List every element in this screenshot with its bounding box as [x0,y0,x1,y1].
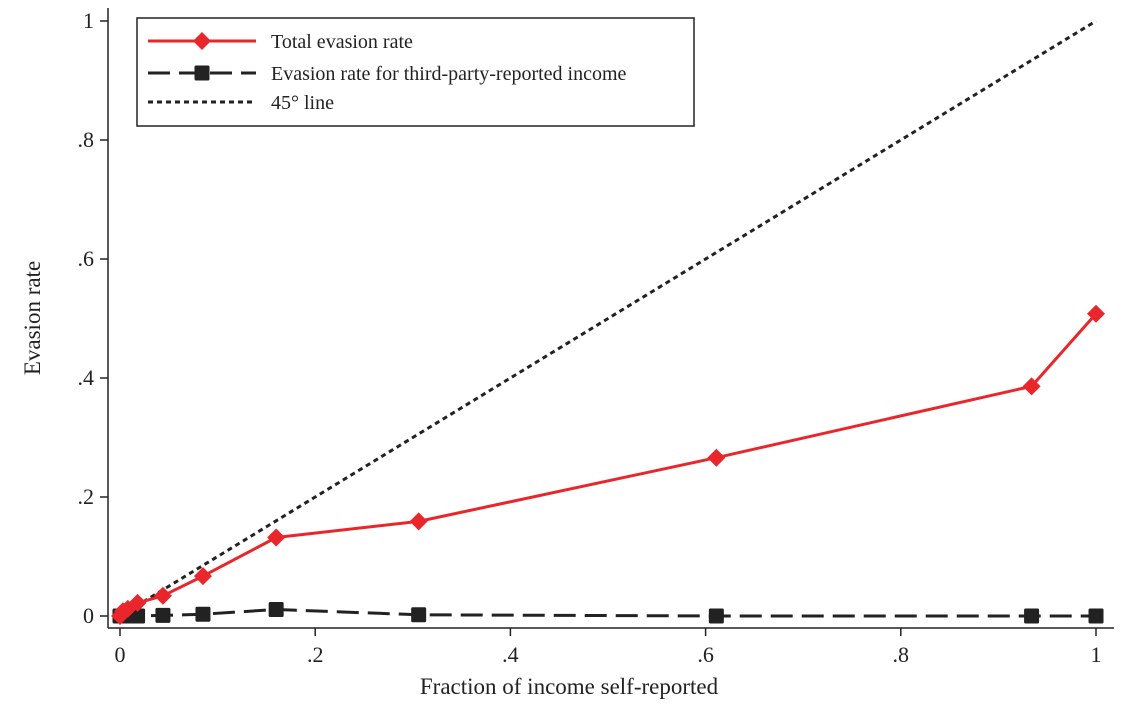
x-axis-title: Fraction of income self-reported [420,674,719,699]
data-point-diamond [707,448,726,467]
data-point-diamond [1022,377,1041,396]
x-tick-label: 1 [1091,642,1102,667]
axes: 0 .2 .4 .6 .8 1 0 .2 .4 .6 .8 1 [78,8,1114,667]
series-0 [111,304,1105,625]
data-point-square [1024,608,1040,624]
data-point-diamond [267,528,286,547]
data-point-diamond [1087,304,1105,323]
data-point-square [195,606,211,622]
y-tick-label: 0 [83,603,94,628]
data-point-square [1088,608,1104,624]
series-line [119,19,1097,618]
data-point-diamond [153,586,172,605]
series-line [118,312,1098,617]
data-point-diamond [409,512,428,531]
y-tick-label: .2 [78,484,95,509]
x-tick-label: .6 [697,642,714,667]
data-point-square [411,607,427,623]
y-tick-label: 1 [83,8,94,33]
series-1 [112,601,1104,624]
data-point-square [268,601,284,617]
legend-label: Evasion rate for third-party-reported in… [271,63,627,85]
series-2 [119,19,1097,618]
data-point-diamond [128,593,147,612]
x-tick-label: .8 [893,642,910,667]
data-point-square [708,608,724,624]
legend-label: 45° line [271,92,334,114]
series-layer [111,19,1105,625]
series-line [120,608,1096,618]
data-point-square [130,608,146,624]
x-tick-label: .4 [502,642,519,667]
data-point-diamond [193,567,212,586]
legend: Total evasion rate Evasion rate for third… [136,17,695,127]
y-tick-label: .4 [78,365,95,390]
y-tick-label: .8 [78,127,95,152]
x-tick-label: 0 [115,642,126,667]
legend-swatch-square [194,65,210,81]
x-tick-label: .2 [307,642,324,667]
legend-label: Total evasion rate [271,31,413,53]
data-point-square [155,607,171,623]
y-axis-title: Evasion rate [20,261,45,375]
y-tick-label: .6 [78,246,95,271]
legend-swatch-diamond [193,32,211,50]
